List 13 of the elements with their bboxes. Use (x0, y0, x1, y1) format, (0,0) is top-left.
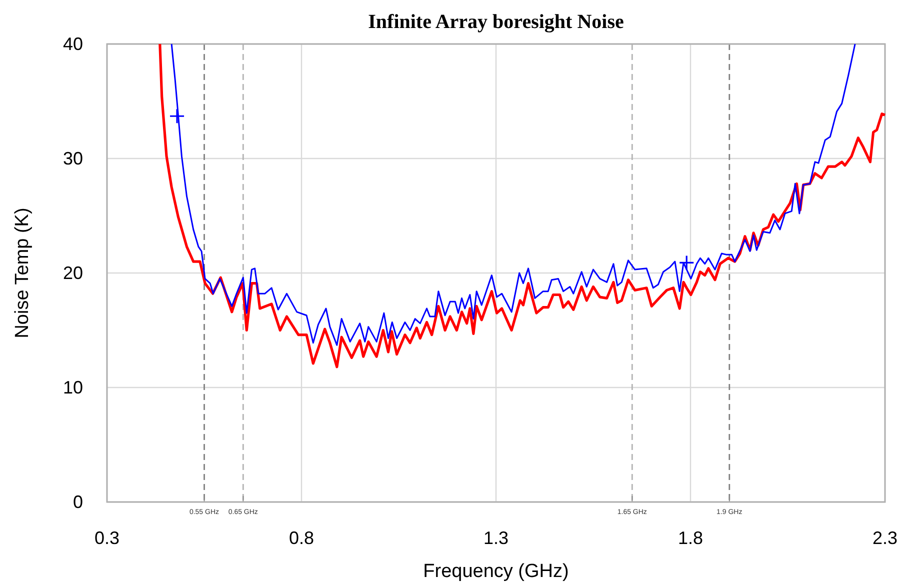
x-tick-label: 2.3 (872, 528, 898, 548)
chart-title: Infinite Array boresight Noise (368, 11, 624, 33)
y-tick-label: 0 (72, 492, 83, 512)
x-tick-label: 0.8 (288, 528, 314, 548)
x-axis-title: Frequency (GHz) (423, 561, 569, 582)
x-tick-label: 1.8 (678, 528, 704, 548)
y-tick-label: 10 (62, 378, 83, 398)
y-axis-title: Noise Temp (K) (12, 208, 33, 338)
x-tick-label: 0.3 (94, 528, 120, 548)
x-tick-label: 1.3 (483, 528, 509, 548)
y-tick-label: 20 (62, 263, 83, 283)
y-tick-label: 30 (62, 148, 83, 168)
y-tick-label: 40 (62, 34, 83, 54)
